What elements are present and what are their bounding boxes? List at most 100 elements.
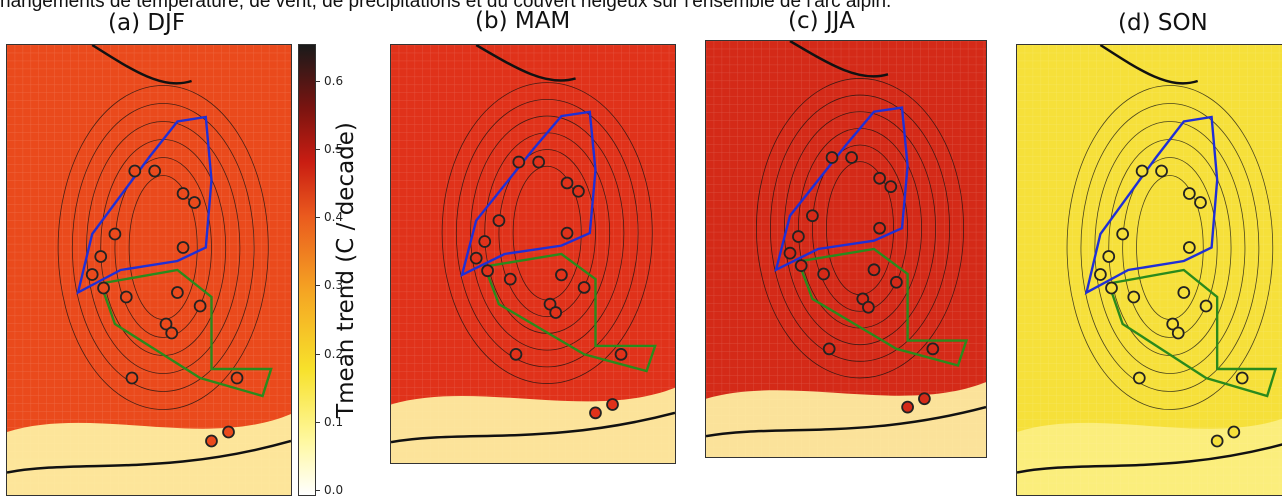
map-panel-mam [390, 44, 676, 464]
map-background [706, 41, 986, 457]
station-marker [1194, 196, 1207, 209]
station-marker [1127, 290, 1141, 304]
station-marker [188, 196, 201, 209]
station-marker [572, 184, 585, 198]
station-marker [577, 281, 591, 294]
station-marker [1166, 317, 1180, 331]
region-south-outline [1107, 268, 1278, 398]
station-marker [806, 209, 819, 223]
station-marker [512, 155, 526, 169]
station-marker [165, 326, 179, 340]
station-marker [825, 151, 839, 164]
colorbar [298, 44, 316, 496]
border-line [391, 45, 675, 444]
station-marker [792, 230, 805, 243]
station-marker [1094, 268, 1107, 281]
border-line [1017, 45, 1282, 474]
station-marker [555, 268, 568, 282]
station-markers [469, 155, 628, 420]
map-panel-djf [6, 44, 292, 496]
station-marker [614, 347, 628, 361]
station-marker [862, 300, 875, 314]
figure-caption: hangements de température, de vent, de p… [0, 0, 892, 12]
station-marker [193, 299, 207, 313]
station-marker [94, 250, 108, 263]
panel-title-son: (d) SON [1118, 10, 1208, 36]
map-svg-mam [391, 45, 675, 463]
station-marker [125, 371, 139, 385]
station-markers [85, 164, 244, 448]
station-marker [560, 226, 574, 240]
station-marker [97, 281, 110, 295]
station-marker [108, 227, 122, 241]
station-marker [589, 406, 602, 420]
panel-title-mam: (b) MAM [475, 8, 571, 34]
station-marker [1199, 299, 1213, 313]
sea-area [391, 387, 675, 463]
colorbar-tick: 0.0 [316, 483, 343, 497]
border-line [706, 41, 986, 438]
region-south-outline [99, 268, 273, 398]
station-marker [171, 286, 184, 299]
grid-cells [706, 41, 986, 457]
station-marker [901, 400, 914, 414]
station-marker [867, 263, 881, 277]
station-marker [918, 392, 931, 406]
region-north-outline [76, 115, 213, 295]
panel-title-djf: (a) DJF [108, 10, 186, 36]
map-background [391, 45, 675, 463]
station-marker [1210, 434, 1224, 448]
station-marker [873, 171, 886, 185]
station-marker [1135, 164, 1149, 178]
region-north-outline [460, 110, 597, 278]
station-marker [926, 342, 940, 356]
station-marker [481, 264, 494, 278]
station-marker [817, 267, 830, 281]
station-marker [509, 347, 523, 361]
station-marker [128, 164, 142, 178]
station-marker [890, 275, 903, 289]
colorbar-tick: 0.6 [316, 74, 343, 88]
map-panel-jja [705, 40, 987, 458]
map-svg-son [1017, 45, 1282, 495]
station-marker [606, 398, 619, 411]
station-marker [783, 246, 797, 260]
station-marker [148, 164, 162, 178]
region-south-outline [796, 247, 969, 367]
colorbar-tick: 0.3 [316, 278, 343, 292]
region-north-outline [774, 106, 909, 273]
station-marker [159, 317, 173, 331]
station-marker [222, 425, 235, 439]
station-marker [1155, 164, 1168, 178]
station-marker [1183, 187, 1196, 200]
map-svg-djf [7, 45, 291, 495]
region-south-outline [483, 252, 657, 373]
station-marker [1227, 425, 1241, 439]
border-line [7, 45, 291, 474]
station-marker [492, 214, 506, 227]
station-marker [794, 259, 808, 273]
station-markers [783, 151, 940, 414]
station-marker [469, 251, 483, 265]
station-marker [205, 434, 218, 448]
colorbar-tick: 0.1 [316, 415, 343, 429]
colorbar-tick: 0.2 [316, 347, 343, 361]
station-marker [532, 155, 546, 169]
colorbar-tick: 0.5 [316, 142, 343, 156]
station-marker [560, 176, 574, 190]
station-marker [230, 371, 244, 385]
station-marker [1235, 371, 1249, 385]
map-background [1017, 45, 1282, 495]
station-marker [503, 272, 517, 286]
map-svg-jja [706, 41, 986, 457]
station-marker [1102, 250, 1116, 263]
sea-area [7, 414, 291, 495]
station-marker [845, 151, 858, 164]
station-marker [176, 241, 190, 254]
station-marker [822, 342, 836, 356]
station-marker [85, 268, 99, 281]
panel-title-jja: (c) JJA [788, 8, 855, 34]
station-marker [1183, 241, 1196, 254]
station-marker [549, 306, 563, 319]
region-north-outline [1084, 115, 1219, 295]
